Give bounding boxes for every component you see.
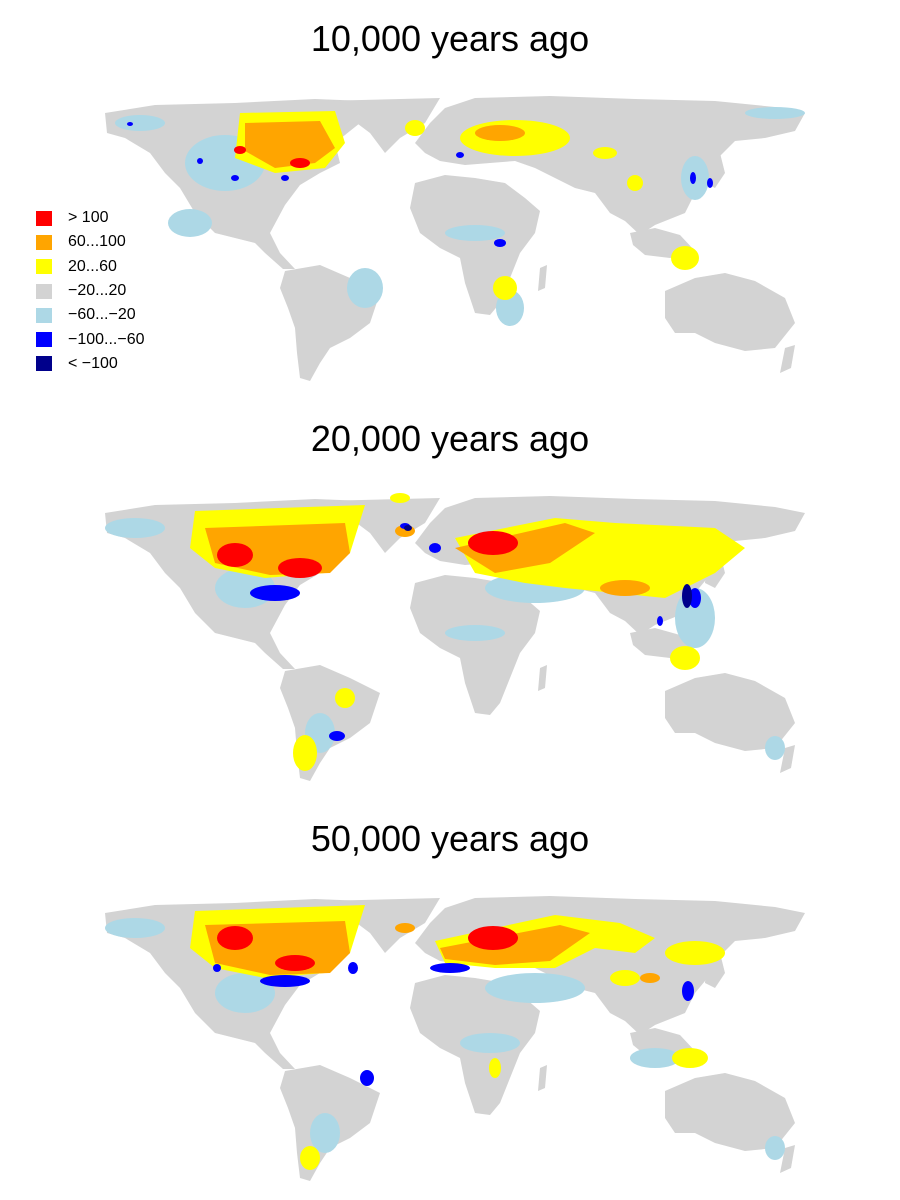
panel-10000: 10,000 years ago > 100 [0,0,900,400]
panel-50000: 50,000 years ago [0,800,900,1200]
legend-swatch [36,307,52,323]
legend-item: −60...−20 [36,303,145,327]
legend-label: −20...20 [68,282,127,300]
legend-label: 20...60 [68,257,117,275]
legend-swatch [36,210,52,226]
legend-swatch [36,259,52,275]
legend-swatch [36,234,52,250]
legend-item: < −100 [36,352,145,376]
legend-label: 60...100 [68,233,126,251]
legend-label: −100...−60 [68,330,145,348]
legend-item: −100...−60 [36,327,145,351]
legend-item: > 100 [36,206,145,230]
panel-title: 50,000 years ago [310,818,590,859]
legend: > 100 60...100 20...60 −20...20 −60...−2… [36,206,145,376]
legend-label: > 100 [68,209,109,227]
legend-swatch [36,283,52,299]
panel-title: 10,000 years ago [310,18,590,59]
world-map [105,896,805,1181]
world-map [105,96,805,381]
legend-label: < −100 [68,354,118,372]
legend-item: −20...20 [36,279,145,303]
legend-swatch [36,356,52,372]
legend-item: 20...60 [36,255,145,279]
legend-item: 60...100 [36,230,145,254]
panel-20000: 20,000 years ago [0,400,900,800]
panel-title: 20,000 years ago [310,418,590,459]
legend-label: −60...−20 [68,306,136,324]
legend-swatch [36,332,52,348]
world-map [105,493,805,781]
